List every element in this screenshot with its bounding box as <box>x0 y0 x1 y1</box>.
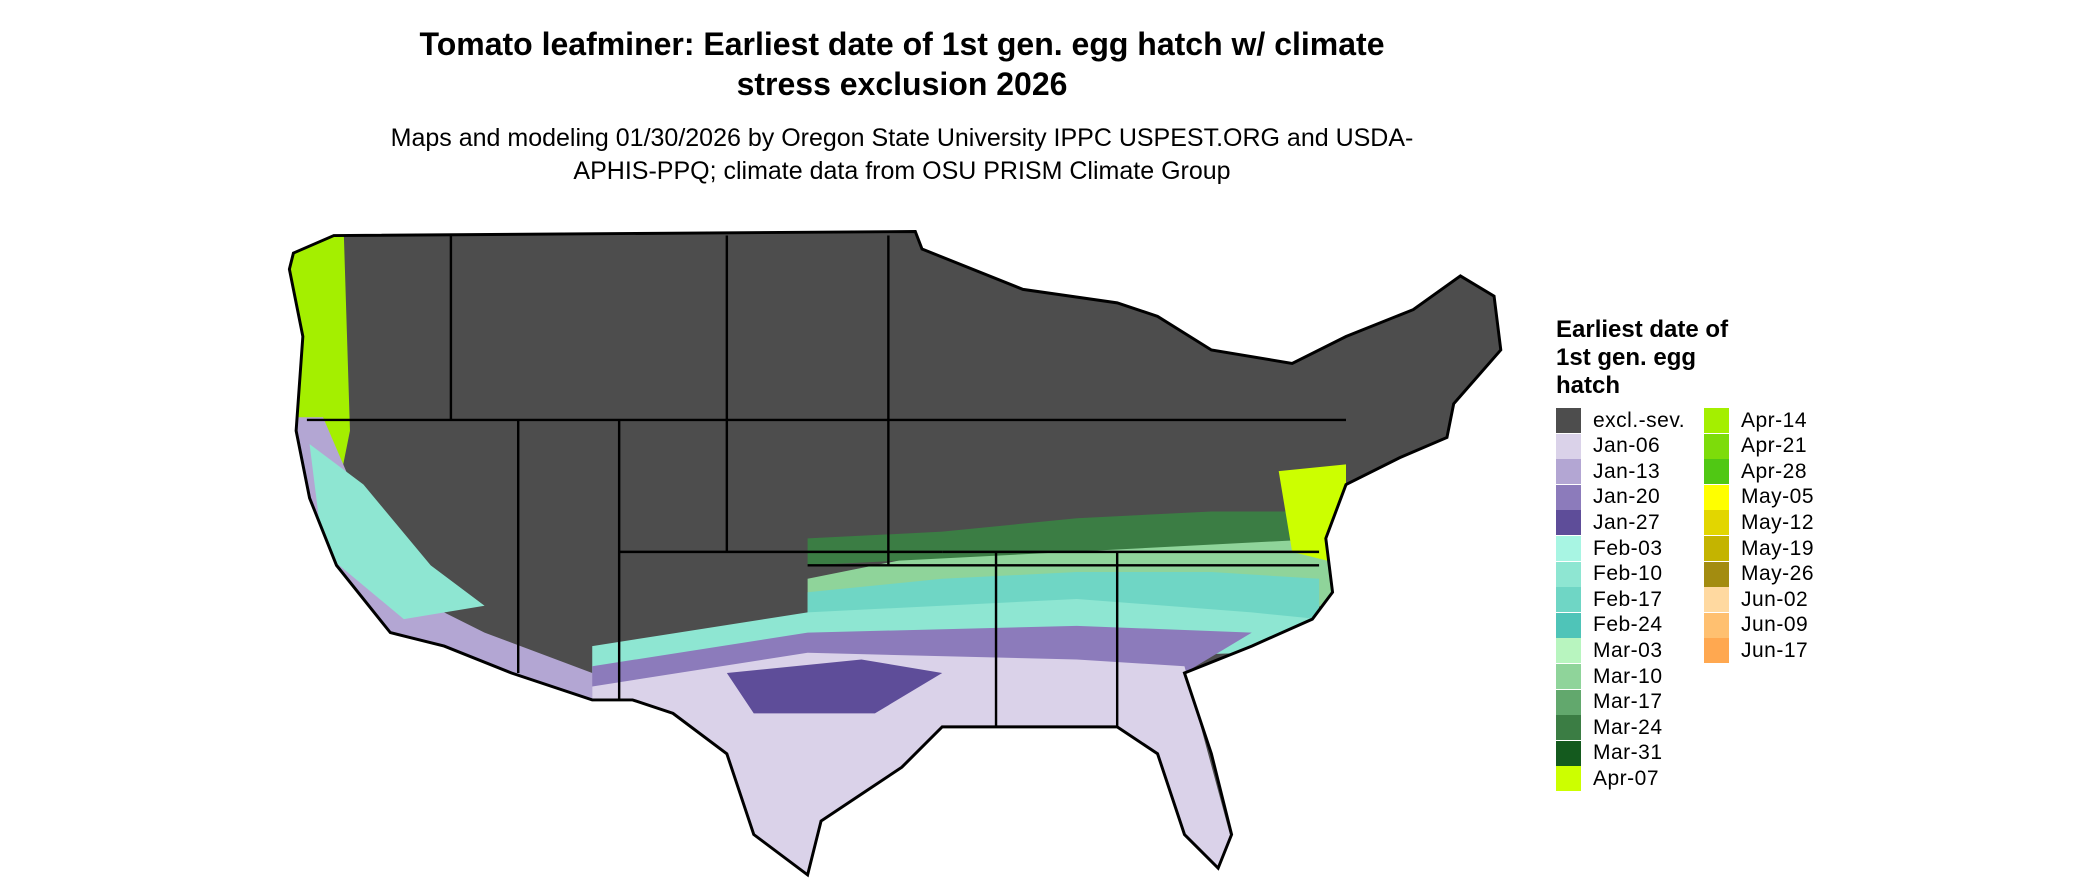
map-regions <box>289 231 1501 875</box>
legend-swatch <box>1704 510 1729 536</box>
legend-swatch <box>1556 408 1581 433</box>
legend-label: Feb-17 <box>1593 587 1663 611</box>
legend-swatch <box>1556 612 1581 638</box>
legend-label: Feb-24 <box>1593 613 1663 637</box>
legend-swatch <box>1704 536 1729 561</box>
legend-item: Feb-17 <box>1556 587 1663 613</box>
legend-label: Mar-31 <box>1593 741 1663 765</box>
legend-item: Mar-03 <box>1556 638 1663 664</box>
legend-label: Feb-03 <box>1593 536 1663 560</box>
legend-item: Feb-03 <box>1556 536 1663 561</box>
legend-item: excl.-sev. <box>1556 408 1685 433</box>
legend-item: Apr-28 <box>1704 459 1808 485</box>
legend: excl.-sev. Jan-06 Jan-13 Jan-20 Jan-27 Feb-03… <box>1556 408 1856 808</box>
legend-label: Jun-09 <box>1741 613 1809 637</box>
legend-label: Apr-07 <box>1593 766 1660 790</box>
legend-swatch <box>1556 433 1581 459</box>
legend-swatch <box>1556 766 1581 792</box>
legend-swatch <box>1704 561 1729 587</box>
legend-item: Mar-17 <box>1556 689 1663 715</box>
legend-swatch <box>1556 689 1581 715</box>
legend-swatch <box>1704 408 1729 433</box>
legend-swatch <box>1556 664 1581 689</box>
legend-label: May-05 <box>1741 485 1815 509</box>
legend-item: Apr-21 <box>1704 433 1808 459</box>
legend-label: Mar-24 <box>1593 715 1663 739</box>
legend-label: May-12 <box>1741 510 1815 534</box>
legend-swatch <box>1556 536 1581 561</box>
legend-swatch <box>1704 638 1729 664</box>
legend-label: Jan-27 <box>1593 510 1661 534</box>
us-outline <box>287 230 1503 878</box>
legend-item: Apr-14 <box>1704 408 1807 433</box>
legend-item: May-12 <box>1704 510 1815 536</box>
legend-item: Jun-02 <box>1704 587 1809 613</box>
legend-label: May-26 <box>1741 562 1815 586</box>
legend-item: May-26 <box>1704 561 1815 587</box>
legend-item: Jan-20 <box>1556 484 1661 510</box>
legend-label: Jun-02 <box>1741 587 1809 611</box>
legend-label: Jan-06 <box>1593 434 1661 458</box>
legend-item: Feb-24 <box>1556 612 1663 638</box>
legend-label: Jun-17 <box>1741 638 1809 662</box>
legend-item: Apr-07 <box>1556 766 1660 792</box>
legend-item: May-19 <box>1704 536 1814 561</box>
legend-label: Mar-10 <box>1593 664 1663 688</box>
legend-label: May-19 <box>1741 536 1815 560</box>
legend-item: Mar-31 <box>1556 740 1663 766</box>
legend-swatch <box>1556 561 1581 587</box>
legend-swatch <box>1704 612 1729 638</box>
state-lines <box>306 235 1346 727</box>
legend-label: excl.-sev. <box>1593 408 1686 432</box>
legend-label: Apr-21 <box>1741 434 1808 458</box>
legend-item: Mar-24 <box>1556 715 1663 741</box>
legend-label: Feb-10 <box>1593 562 1663 586</box>
legend-swatch <box>1556 587 1581 613</box>
legend-title: Earliest date of 1st gen. egg hatch <box>1556 316 1729 399</box>
legend-label: Mar-17 <box>1593 690 1663 714</box>
legend-label: Jan-20 <box>1593 485 1661 509</box>
map-subtitle: Maps and modeling 01/30/2026 by Oregon S… <box>390 124 1414 185</box>
legend-swatch <box>1704 484 1729 510</box>
legend-item: May-05 <box>1704 484 1815 510</box>
legend-swatch <box>1556 510 1581 536</box>
legend-label: Apr-14 <box>1741 408 1808 432</box>
legend-label: Mar-03 <box>1593 638 1663 662</box>
legend-item: Jun-17 <box>1704 638 1809 664</box>
legend-label: Apr-28 <box>1741 459 1808 483</box>
legend-item: Feb-10 <box>1556 561 1663 587</box>
legend-swatch <box>1556 638 1581 664</box>
legend-swatch <box>1556 484 1581 510</box>
legend-item: Jun-09 <box>1704 612 1809 638</box>
map-title: Tomato leafminer: Earliest date of 1st g… <box>419 26 1385 102</box>
legend-item: Mar-10 <box>1556 664 1663 689</box>
legend-item: Jan-06 <box>1556 433 1661 459</box>
legend-swatch <box>1556 715 1581 741</box>
legend-swatch <box>1704 459 1729 485</box>
legend-swatch <box>1704 587 1729 613</box>
legend-swatch <box>1556 740 1581 766</box>
legend-item: Jan-13 <box>1556 459 1661 485</box>
legend-item: Jan-27 <box>1556 510 1661 536</box>
legend-label: Jan-13 <box>1593 459 1661 483</box>
legend-swatch <box>1556 459 1581 485</box>
legend-swatch <box>1704 433 1729 459</box>
